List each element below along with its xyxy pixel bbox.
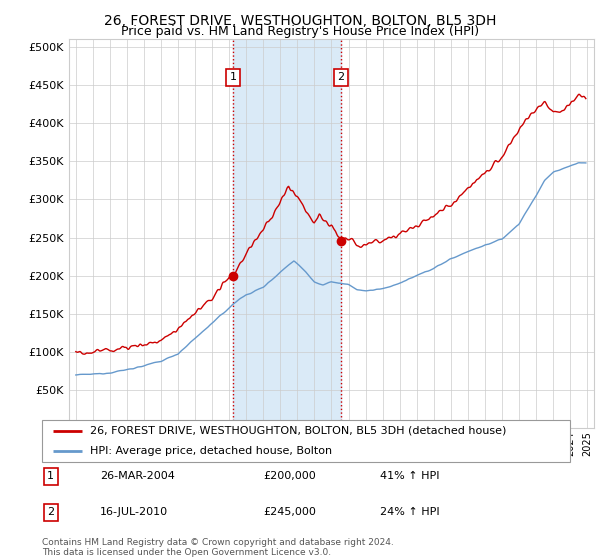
Bar bbox=[233, 39, 341, 428]
Text: Price paid vs. HM Land Registry's House Price Index (HPI): Price paid vs. HM Land Registry's House … bbox=[121, 25, 479, 38]
Text: Contains HM Land Registry data © Crown copyright and database right 2024.
This d: Contains HM Land Registry data © Crown c… bbox=[42, 538, 394, 557]
Text: 1: 1 bbox=[47, 471, 54, 481]
Text: 24% ↑ HPI: 24% ↑ HPI bbox=[380, 507, 440, 517]
Text: 2: 2 bbox=[47, 507, 55, 517]
Text: £200,000: £200,000 bbox=[264, 471, 317, 481]
Text: 26, FOREST DRIVE, WESTHOUGHTON, BOLTON, BL5 3DH: 26, FOREST DRIVE, WESTHOUGHTON, BOLTON, … bbox=[104, 14, 496, 28]
Text: 2: 2 bbox=[337, 72, 344, 82]
Text: 41% ↑ HPI: 41% ↑ HPI bbox=[380, 471, 439, 481]
Text: 1: 1 bbox=[230, 72, 236, 82]
Text: HPI: Average price, detached house, Bolton: HPI: Average price, detached house, Bolt… bbox=[89, 446, 332, 456]
Text: 26, FOREST DRIVE, WESTHOUGHTON, BOLTON, BL5 3DH (detached house): 26, FOREST DRIVE, WESTHOUGHTON, BOLTON, … bbox=[89, 426, 506, 436]
Text: £245,000: £245,000 bbox=[264, 507, 317, 517]
FancyBboxPatch shape bbox=[42, 420, 570, 462]
Text: 26-MAR-2004: 26-MAR-2004 bbox=[100, 471, 175, 481]
Text: 16-JUL-2010: 16-JUL-2010 bbox=[100, 507, 168, 517]
